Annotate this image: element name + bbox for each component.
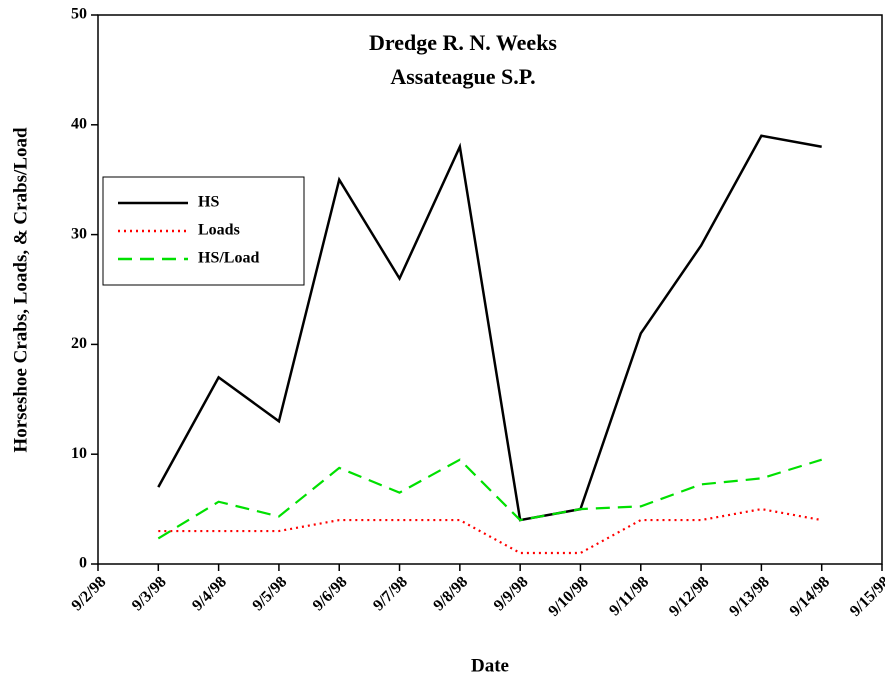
data-line [158, 507, 822, 555]
legend-label: HS [198, 194, 219, 211]
y-tick-label: 10 [71, 445, 87, 462]
x-tick-label: 9/3/98 [129, 573, 170, 614]
x-tick-label: 9/2/98 [68, 573, 109, 614]
x-tick-label: 9/7/98 [370, 573, 411, 614]
data-line [157, 458, 823, 540]
legend-label: HS/Load [198, 250, 259, 267]
x-tick-label: 9/15/98 [847, 573, 885, 620]
x-tick-label: 9/13/98 [726, 573, 773, 620]
x-tick-label: 9/6/98 [310, 573, 351, 614]
chart-title: Dredge R. N. Weeks [369, 30, 557, 55]
x-tick-label: 9/14/98 [787, 573, 834, 620]
chart-title: Assateague S.P. [390, 64, 535, 89]
y-tick-label: 20 [71, 335, 87, 352]
y-tick-label: 40 [71, 115, 87, 132]
y-tick-label: 50 [71, 6, 87, 23]
x-tick-label: 9/4/98 [189, 573, 230, 614]
y-tick-label: 0 [79, 555, 87, 572]
y-tick-label: 30 [71, 225, 87, 242]
x-tick-label: 9/5/98 [249, 573, 290, 614]
x-tick-label: 9/10/98 [545, 573, 592, 620]
x-tick-label: 9/11/98 [606, 573, 652, 619]
x-tick-label: 9/9/98 [491, 573, 532, 614]
y-axis-label: Horseshoe Crabs, Loads, & Crabs/Load [10, 127, 31, 453]
plot-frame [97, 14, 883, 565]
x-tick-label: 9/8/98 [430, 573, 471, 614]
x-axis-label: Date [471, 655, 509, 676]
data-line [157, 134, 822, 522]
legend-label: Loads [198, 222, 240, 239]
x-tick-label: 9/12/98 [666, 573, 713, 620]
